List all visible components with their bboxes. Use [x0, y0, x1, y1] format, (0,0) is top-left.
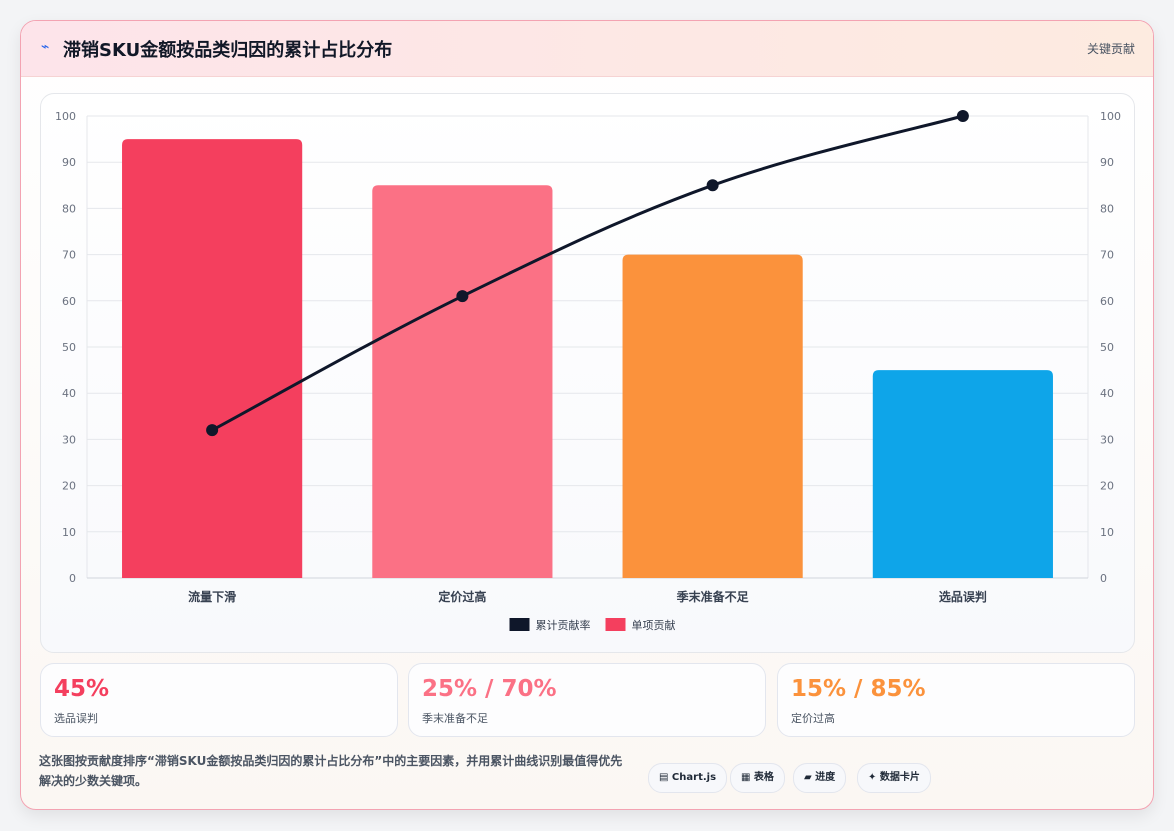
y2-tick-label: 100 — [1100, 110, 1121, 123]
kpi-label: 季末准备不足 — [422, 712, 488, 725]
y2-tick-label: 50 — [1100, 341, 1114, 354]
y-tick-label: 40 — [62, 387, 76, 400]
kpi-card-3: 15% / 85% 定价过高 — [777, 663, 1135, 737]
kpi-value: 25% / 70% — [422, 676, 557, 702]
page-title: 滞销SKU金额按品类归因的累计占比分布 — [63, 40, 393, 61]
tag-data-card[interactable]: ✦ 数据卡片 — [857, 763, 931, 793]
y-tick-label: 30 — [62, 433, 76, 446]
kpi-card-2: 25% / 70% 季末准备不足 — [408, 663, 766, 737]
y2-tick-label: 70 — [1100, 249, 1114, 262]
y2-tick-label: 0 — [1100, 572, 1107, 585]
y-tick-label: 70 — [62, 249, 76, 262]
legend-swatch — [605, 618, 626, 631]
kpi-label: 定价过高 — [791, 712, 835, 725]
legend-label: 累计贡献率 — [536, 618, 591, 632]
line-point — [456, 290, 469, 303]
bar — [622, 254, 803, 578]
kpi-label: 选品误判 — [54, 712, 98, 725]
card-header: ⌁ 滞销SKU金额按品类归因的累计占比分布 关键贡献 — [21, 21, 1153, 77]
lightning-icon: ⌁ — [41, 39, 50, 55]
y2-tick-label: 10 — [1100, 526, 1114, 539]
bar — [372, 185, 553, 579]
y2-tick-label: 90 — [1100, 156, 1114, 169]
chart-card: ⌁ 滞销SKU金额按品类归因的累计占比分布 关键贡献 0 0 10 10 20 20 30 3… — [20, 20, 1154, 810]
y-tick-label: 20 — [62, 480, 76, 493]
legend-label: 单项贡献 — [632, 618, 676, 632]
cumulative-line — [211, 114, 964, 432]
bar — [122, 139, 303, 578]
kpi-value: 45% — [54, 676, 110, 702]
y2-tick-label: 30 — [1100, 433, 1114, 446]
y-tick-label: 100 — [55, 110, 76, 123]
line-point — [706, 179, 719, 192]
legend-swatch — [509, 618, 530, 631]
tag-progress[interactable]: ▰ 进度 — [793, 763, 847, 793]
tag-chartjs[interactable]: ▤ Chart.js — [648, 763, 728, 793]
pareto-chart: 0 0 10 10 20 20 30 30 40 40 50 50 60 60 70 70 80 80 90 90 10… — [55, 110, 1121, 632]
chart-container: 0 0 10 10 20 20 30 30 40 40 50 50 60 60 70 70 80 80 90 90 10… — [40, 93, 1135, 653]
x-tick-label: 季末准备不足 — [676, 589, 749, 604]
line-point — [956, 110, 969, 122]
y2-tick-label: 80 — [1100, 202, 1114, 215]
tag-table[interactable]: ▦ 表格 — [730, 763, 785, 793]
kpi-card-1: 45% 选品误判 — [40, 663, 398, 737]
chart-description: 这张图按贡献度排序“滞销SKU金额按品类归因的累计占比分布”中的主要因素，并用累… — [39, 754, 623, 788]
line-point — [206, 424, 219, 437]
y-tick-label: 60 — [62, 295, 76, 308]
y-tick-label: 80 — [62, 202, 76, 215]
y2-tick-label: 40 — [1100, 387, 1114, 400]
x-tick-label: 流量下滑 — [188, 589, 236, 604]
kpi-value: 15% / 85% — [791, 676, 926, 702]
y2-tick-label: 60 — [1100, 295, 1114, 308]
y2-tick-label: 20 — [1100, 480, 1114, 493]
y-tick-label: 90 — [62, 156, 76, 169]
key-contribution-label: 关键贡献 — [1086, 42, 1135, 56]
y-tick-label: 10 — [62, 526, 76, 539]
y-tick-label: 50 — [62, 341, 76, 354]
y-tick-label: 0 — [69, 572, 76, 585]
bar — [872, 370, 1053, 578]
x-tick-label: 定价过高 — [438, 589, 486, 604]
x-tick-label: 选品误判 — [939, 589, 987, 604]
